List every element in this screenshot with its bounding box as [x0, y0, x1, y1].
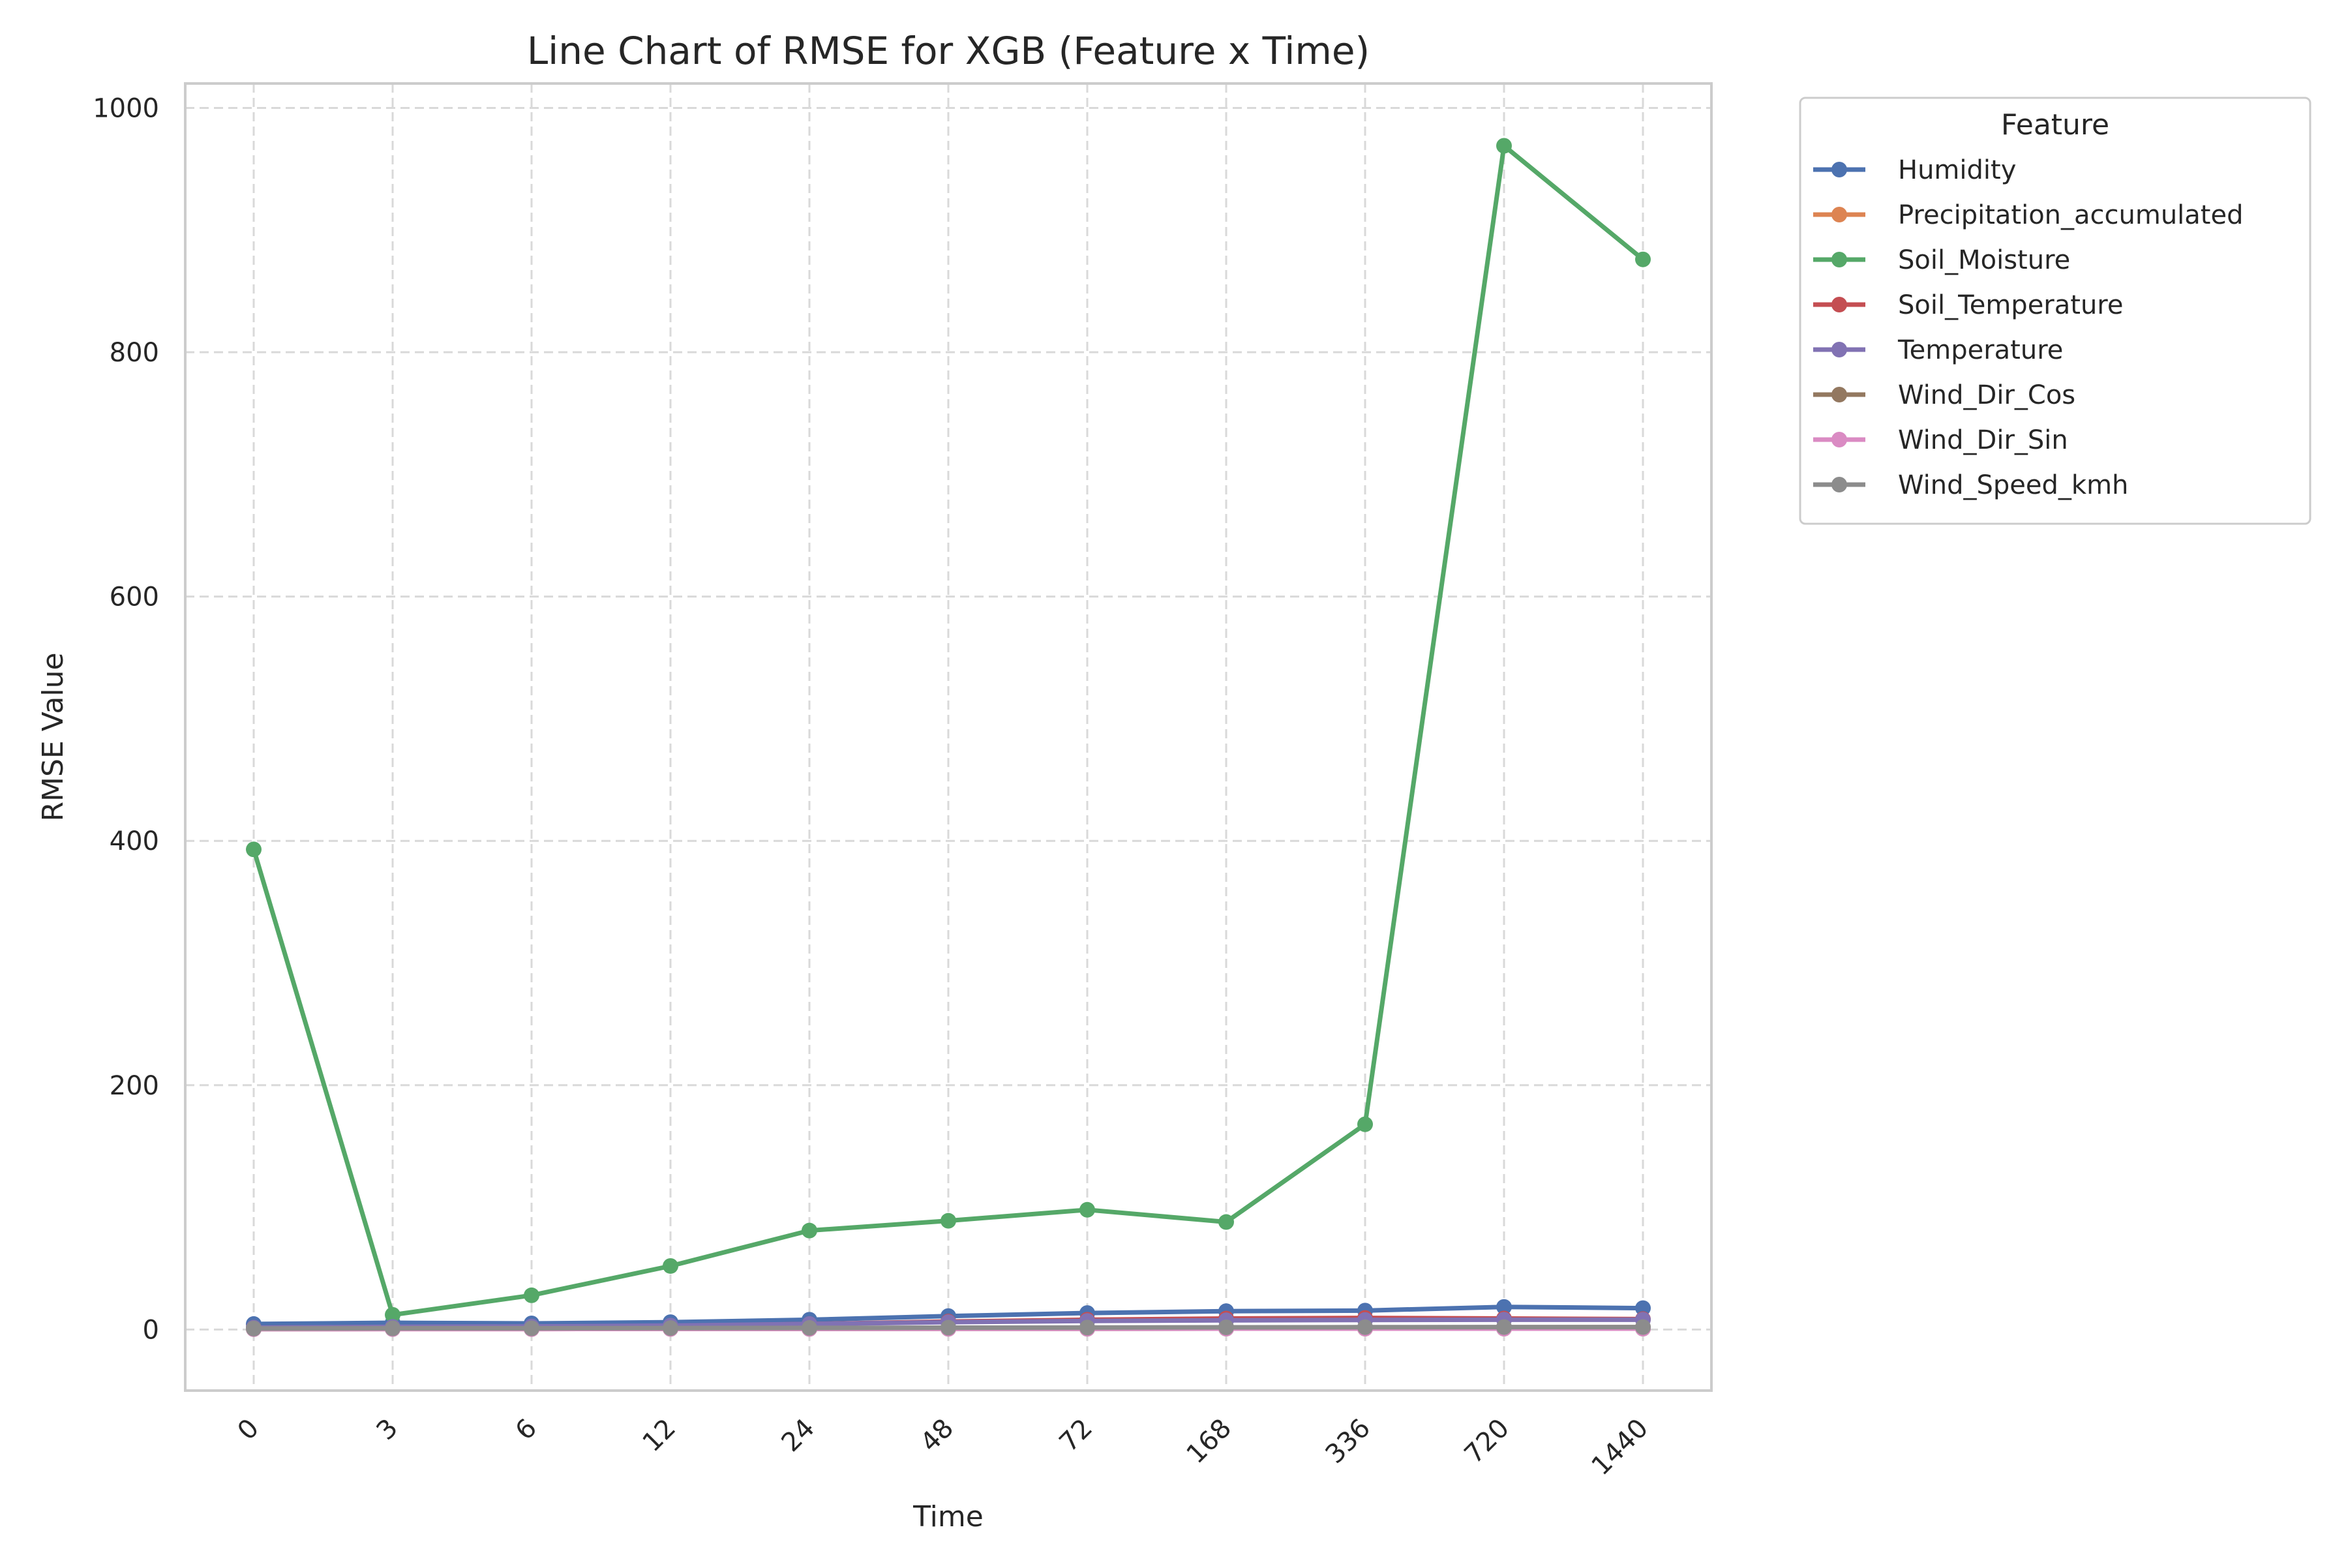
data-point	[385, 1320, 400, 1336]
legend-swatch-marker	[1831, 297, 1847, 312]
data-point	[1635, 1319, 1651, 1335]
data-point	[941, 1213, 956, 1229]
data-point	[941, 1319, 956, 1336]
y-tick-label: 400	[110, 826, 159, 856]
legend-label: Wind_Dir_Sin	[1898, 425, 2068, 455]
plot-frame	[184, 82, 1713, 1392]
data-point	[1218, 1214, 1234, 1230]
legend-label: Temperature	[1897, 335, 2063, 365]
y-tick-label: 200	[110, 1071, 159, 1101]
legend-item: Wind_Speed_kmh	[1813, 470, 2128, 500]
data-point	[1496, 1299, 1512, 1315]
data-point	[663, 1320, 678, 1336]
legend-item: Temperature	[1813, 335, 2063, 365]
legend-box	[1799, 97, 2311, 525]
y-tick-label: 600	[110, 582, 159, 612]
legend-label: Wind_Speed_kmh	[1898, 470, 2128, 500]
data-point	[524, 1287, 539, 1303]
legend-item: Wind_Dir_Sin	[1813, 425, 2068, 455]
grid	[185, 83, 1711, 1391]
legend-swatch-marker	[1831, 342, 1847, 357]
legend-label: Precipitation_accumulated	[1898, 200, 2244, 230]
legend-items: Humidity Precipitation_accumulated Soil_Mo…	[1813, 155, 2244, 500]
data-point	[1357, 1116, 1373, 1132]
data-point	[1357, 1319, 1373, 1335]
data-point	[524, 1320, 539, 1336]
legend-item: Humidity	[1813, 155, 2016, 185]
series-soil-moisture	[246, 138, 1651, 1323]
legend-item: Soil_Temperature	[1813, 290, 2123, 320]
legend-swatch-marker	[1831, 252, 1847, 267]
y-tick-label: 1000	[93, 93, 159, 123]
legend-label: Humidity	[1898, 155, 2016, 185]
y-tick-label: 800	[110, 338, 159, 368]
legend-title: Feature	[2001, 108, 2109, 142]
legend-swatch-marker	[1831, 477, 1847, 492]
data-point	[663, 1258, 678, 1274]
legend-label: Wind_Dir_Cos	[1898, 380, 2075, 410]
x-axis-label: Time	[912, 1500, 984, 1533]
data-point	[1218, 1319, 1234, 1335]
legend-swatch-marker	[1831, 432, 1847, 447]
y-tick-label: 0	[143, 1315, 159, 1345]
legend-swatch-marker	[1831, 162, 1847, 177]
legend-label: Soil_Temperature	[1898, 290, 2123, 320]
y-axis-label: RMSE Value	[37, 652, 70, 821]
legend: Feature Humidity Precipitation_accumulate…	[1799, 97, 2311, 525]
legend-swatch-marker	[1831, 207, 1847, 222]
data-point	[1079, 1319, 1095, 1336]
series-wind-speed-kmh	[246, 1319, 1651, 1336]
legend-label: Soil_Moisture	[1898, 245, 2070, 275]
data-point	[1496, 1319, 1512, 1335]
legend-item: Soil_Moisture	[1813, 245, 2070, 275]
chart-title: Line Chart of RMSE for XGB (Feature x Ti…	[527, 29, 1370, 73]
legend-item: Precipitation_accumulated	[1813, 200, 2244, 230]
data-point	[385, 1306, 400, 1323]
data-point	[802, 1319, 817, 1336]
data-point	[246, 841, 262, 858]
data-point	[1635, 1300, 1651, 1316]
data-point	[246, 1320, 262, 1336]
data-point	[1635, 251, 1651, 267]
data-point	[1079, 1201, 1095, 1218]
legend-swatch-marker	[1831, 387, 1847, 402]
series-lines	[246, 138, 1651, 1337]
data-point	[1496, 138, 1512, 154]
legend-item: Wind_Dir_Cos	[1813, 380, 2075, 410]
data-point	[802, 1222, 817, 1239]
